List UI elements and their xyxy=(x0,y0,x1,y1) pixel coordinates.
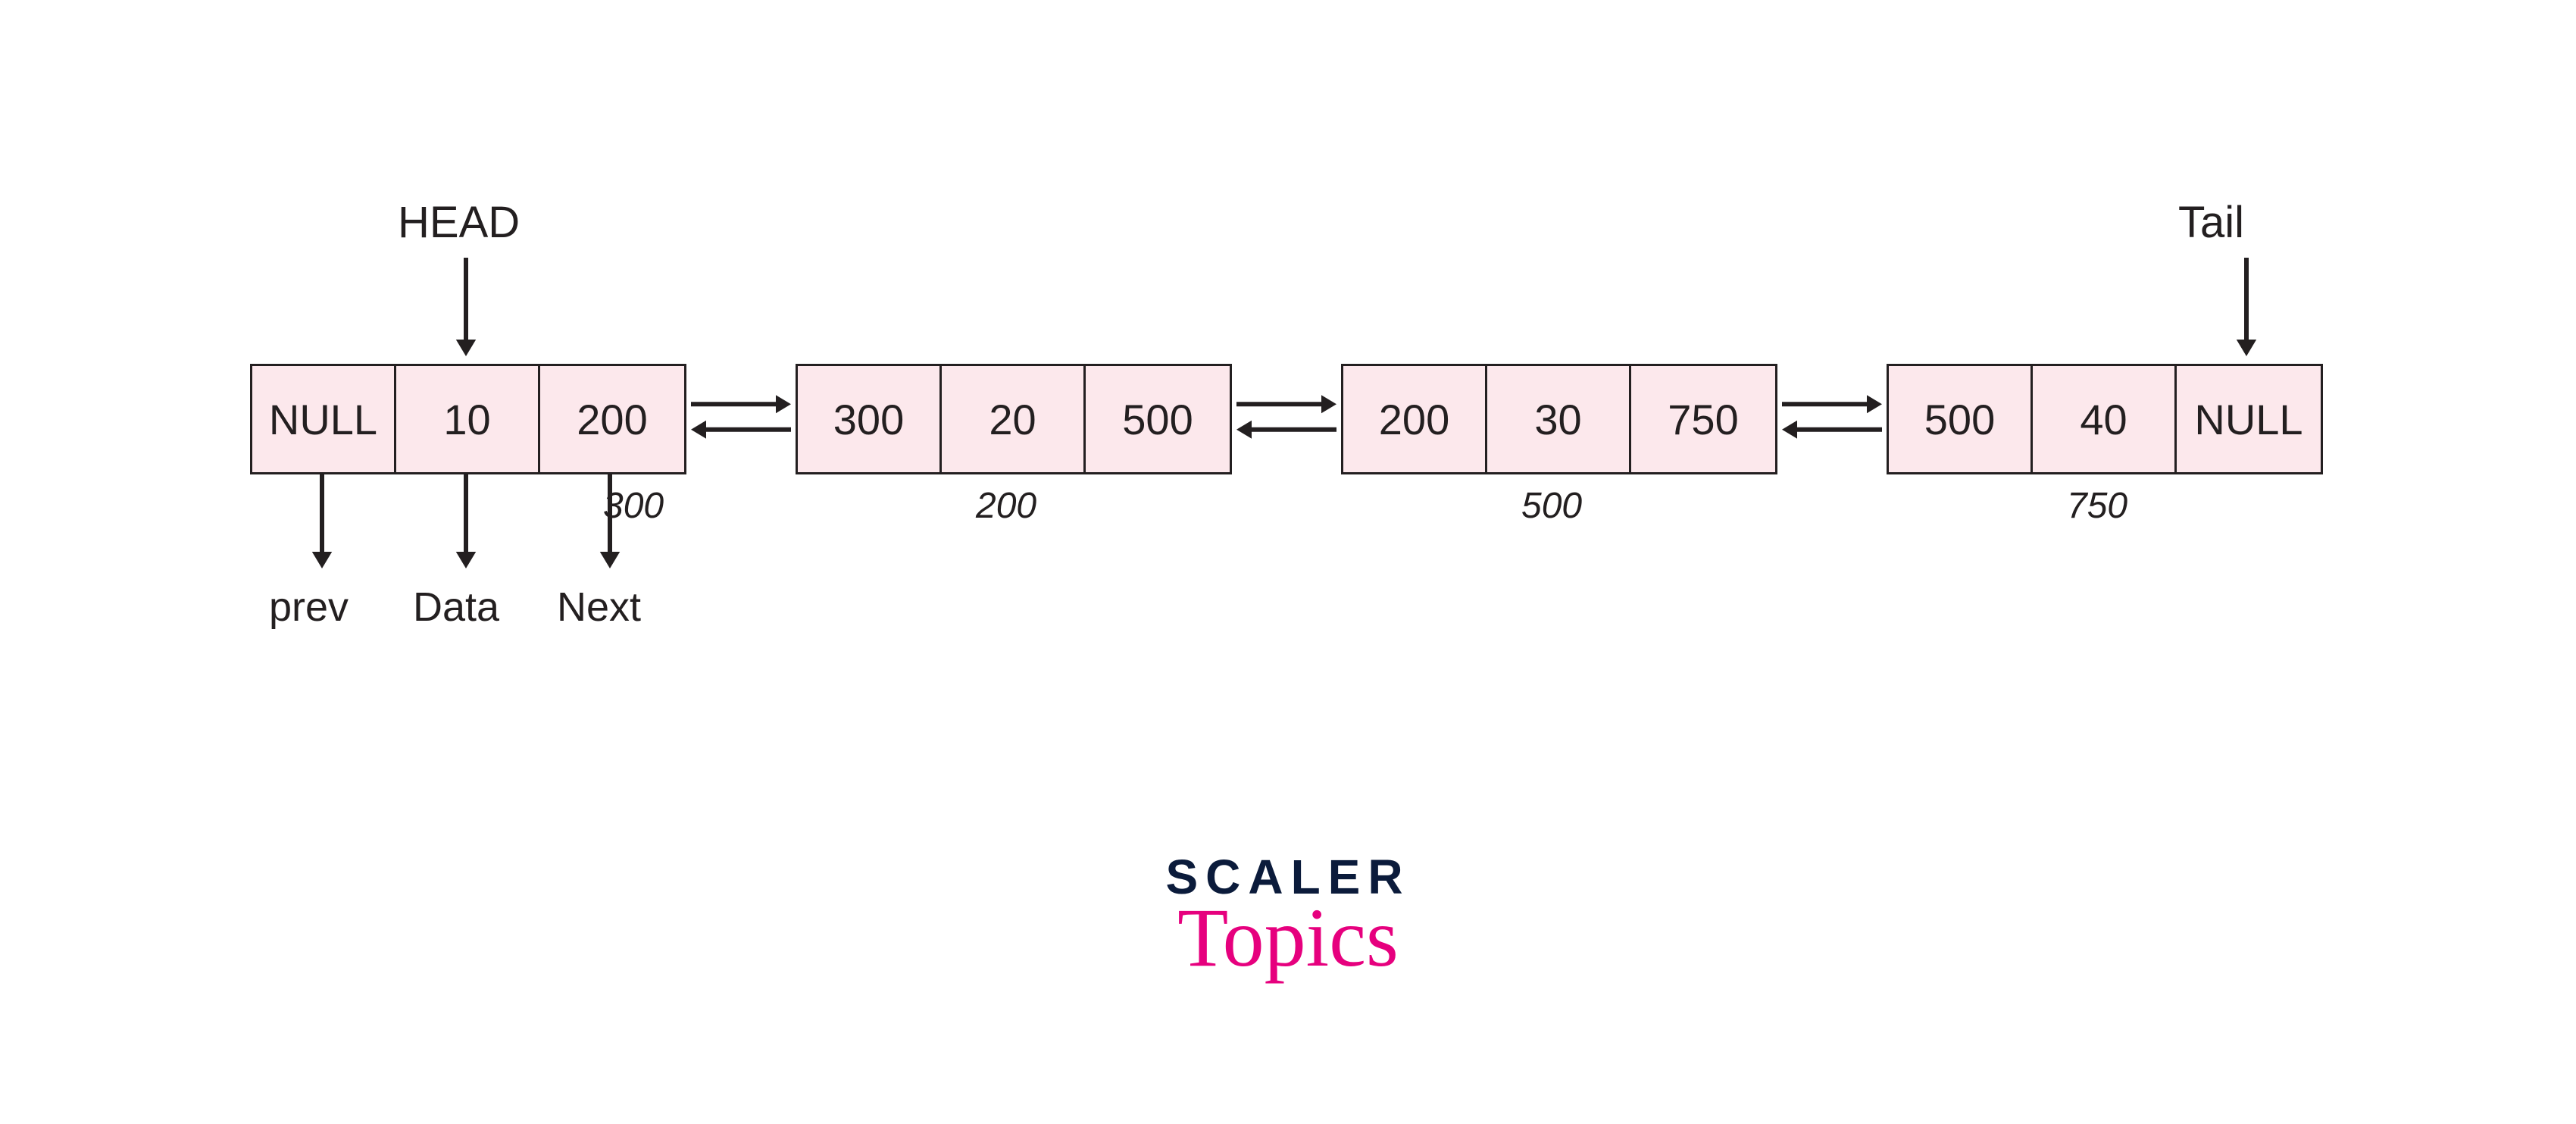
node-address: 500 xyxy=(1521,485,1582,527)
field-label-prev: prev xyxy=(269,584,349,631)
cell-next: 750 xyxy=(1631,366,1775,472)
cell-data: 10 xyxy=(396,366,540,472)
node-address: 200 xyxy=(976,485,1036,527)
dll-node: 30020500 xyxy=(796,364,1232,474)
dll-node: NULL10200 xyxy=(250,364,686,474)
cell-prev: NULL xyxy=(252,366,396,472)
cell-data: 20 xyxy=(942,366,1086,472)
field-label-next: Next xyxy=(557,584,641,631)
cell-prev: 200 xyxy=(1343,366,1487,472)
cell-next: NULL xyxy=(2177,366,2321,472)
scaler-topics-logo: SCALER Topics xyxy=(1136,849,1440,986)
head-label: HEAD xyxy=(398,197,520,248)
node-address: 300 xyxy=(603,485,664,527)
dll-node: 20030750 xyxy=(1341,364,1777,474)
cell-data: 30 xyxy=(1487,366,1631,472)
tail-label: Tail xyxy=(2178,197,2244,248)
cell-next: 500 xyxy=(1086,366,1230,472)
node-address: 750 xyxy=(2067,485,2127,527)
dll-node: 50040NULL xyxy=(1887,364,2323,474)
cell-data: 40 xyxy=(2033,366,2177,472)
cell-prev: 300 xyxy=(798,366,942,472)
cell-prev: 500 xyxy=(1889,366,2033,472)
logo-topics-text: Topics xyxy=(1136,890,1440,986)
field-label-data: Data xyxy=(413,584,499,631)
cell-next: 200 xyxy=(540,366,684,472)
